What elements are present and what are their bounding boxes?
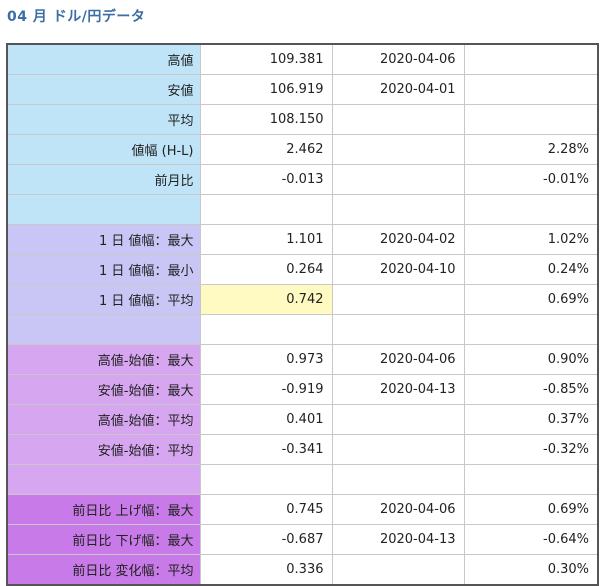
date-cell: 2020-04-01 — [331, 74, 465, 105]
value-cell: 106.919 — [199, 74, 333, 105]
date-cell: 2020-04-13 — [331, 374, 465, 405]
percent-cell: -0.32% — [463, 434, 599, 465]
row-label — [6, 314, 201, 345]
table-row-range: 値幅 (H-L) 2.462 2.28% — [6, 134, 599, 165]
table-row-average: 平均 108.150 — [6, 104, 599, 135]
row-label: 値幅 (H-L) — [6, 134, 201, 165]
row-label — [6, 464, 201, 495]
row-label: 前月比 — [6, 164, 201, 195]
value-cell: 108.150 — [199, 104, 333, 135]
row-label: 前日比 上げ幅：最大 — [6, 494, 201, 525]
row-label: 前日比 下げ幅：最大 — [6, 524, 201, 555]
row-label: 高値-始値：最大 — [6, 344, 201, 375]
date-cell — [331, 404, 465, 435]
date-cell: 2020-04-06 — [331, 43, 465, 75]
table-row-daily-change-avg: 前日比 変化幅：平均 0.336 0.30% — [6, 554, 599, 586]
date-cell — [331, 554, 465, 586]
percent-cell: -0.85% — [463, 374, 599, 405]
table-row-daily-range-max: 1 日 値幅：最大 1.101 2020-04-02 1.02% — [6, 224, 599, 255]
table-row-daily-rise-max: 前日比 上げ幅：最大 0.745 2020-04-06 0.69% — [6, 494, 599, 525]
percent-cell: 0.37% — [463, 404, 599, 435]
row-label: 高値-始値：平均 — [6, 404, 201, 435]
value-cell: 0.401 — [199, 404, 333, 435]
row-label: 安値-始値：最大 — [6, 374, 201, 405]
percent-cell: 0.90% — [463, 344, 599, 375]
table-row-high: 高値 109.381 2020-04-06 — [6, 43, 599, 75]
value-cell: 0.264 — [199, 254, 333, 285]
page-title: 04 月 ドル/円データ — [7, 9, 146, 25]
date-cell — [331, 104, 465, 135]
percent-cell: -0.64% — [463, 524, 599, 555]
percent-cell — [463, 43, 599, 75]
table-row-daily-range-min: 1 日 値幅：最小 0.264 2020-04-10 0.24% — [6, 254, 599, 285]
date-cell — [331, 194, 465, 225]
value-cell: 109.381 — [199, 43, 333, 75]
row-label: 安値 — [6, 74, 201, 105]
table-row-low-open-max: 安値-始値：最大 -0.919 2020-04-13 -0.85% — [6, 374, 599, 405]
value-cell-highlighted: 0.742 — [199, 284, 333, 315]
row-label: 平均 — [6, 104, 201, 135]
row-label: 1 日 値幅：最大 — [6, 224, 201, 255]
percent-cell — [463, 194, 599, 225]
date-cell — [331, 434, 465, 465]
value-cell: 1.101 — [199, 224, 333, 255]
percent-cell — [463, 314, 599, 345]
date-cell: 2020-04-02 — [331, 224, 465, 255]
value-cell: -0.919 — [199, 374, 333, 405]
percent-cell: 2.28% — [463, 134, 599, 165]
value-cell: 0.745 — [199, 494, 333, 525]
percent-cell — [463, 74, 599, 105]
value-cell — [199, 464, 333, 495]
percent-cell: 0.24% — [463, 254, 599, 285]
date-cell: 2020-04-06 — [331, 344, 465, 375]
date-cell — [331, 284, 465, 315]
date-cell: 2020-04-10 — [331, 254, 465, 285]
value-cell — [199, 194, 333, 225]
value-cell: 0.336 — [199, 554, 333, 586]
table-row-daily-range-avg: 1 日 値幅：平均 0.742 0.69% — [6, 284, 599, 315]
percent-cell — [463, 464, 599, 495]
value-cell — [199, 314, 333, 345]
table-row-month-over-month: 前月比 -0.013 -0.01% — [6, 164, 599, 195]
row-label: 前日比 変化幅：平均 — [6, 554, 201, 586]
table-row-high-open-avg: 高値-始値：平均 0.401 0.37% — [6, 404, 599, 435]
date-cell — [331, 314, 465, 345]
table-row-spacer — [6, 464, 599, 495]
date-cell: 2020-04-13 — [331, 524, 465, 555]
table-row-spacer — [6, 194, 599, 225]
table-row-daily-fall-max: 前日比 下げ幅：最大 -0.687 2020-04-13 -0.64% — [6, 524, 599, 555]
value-cell: -0.687 — [199, 524, 333, 555]
value-cell: -0.341 — [199, 434, 333, 465]
row-label: 1 日 値幅：最小 — [6, 254, 201, 285]
row-label: 高値 — [6, 43, 201, 75]
percent-cell: 0.30% — [463, 554, 599, 586]
value-cell: -0.013 — [199, 164, 333, 195]
row-label — [6, 194, 201, 225]
date-cell — [331, 134, 465, 165]
row-label: 1 日 値幅：平均 — [6, 284, 201, 315]
percent-cell: 1.02% — [463, 224, 599, 255]
row-label: 安値-始値：平均 — [6, 434, 201, 465]
percent-cell — [463, 104, 599, 135]
percent-cell: -0.01% — [463, 164, 599, 195]
table-row-high-open-max: 高値-始値：最大 0.973 2020-04-06 0.90% — [6, 344, 599, 375]
value-cell: 2.462 — [199, 134, 333, 165]
percent-cell: 0.69% — [463, 284, 599, 315]
percent-cell: 0.69% — [463, 494, 599, 525]
table-row-spacer — [6, 314, 599, 345]
usd-jpy-data-table: 高値 109.381 2020-04-06 安値 106.919 2020-04… — [6, 43, 599, 586]
date-cell — [331, 464, 465, 495]
date-cell — [331, 164, 465, 195]
table-row-low-open-avg: 安値-始値：平均 -0.341 -0.32% — [6, 434, 599, 465]
date-cell: 2020-04-06 — [331, 494, 465, 525]
table-row-low: 安値 106.919 2020-04-01 — [6, 74, 599, 105]
value-cell: 0.973 — [199, 344, 333, 375]
